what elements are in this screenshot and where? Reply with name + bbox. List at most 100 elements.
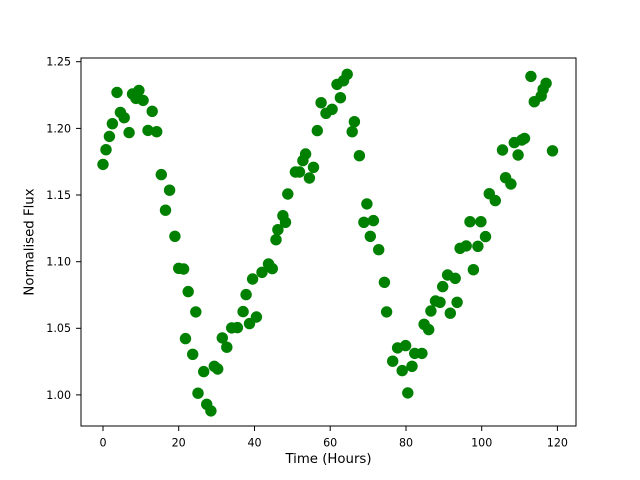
data-point [270,234,282,246]
data-point [451,296,463,308]
data-point [406,360,418,372]
data-point [373,244,385,256]
data-point [282,188,294,200]
data-point [464,216,476,228]
data-point [423,323,435,336]
data-point [444,307,456,319]
y-tick-label: 1.10 [46,256,71,269]
data-point [437,280,449,293]
data-point [187,348,199,360]
data-point [396,364,408,377]
data-point [216,332,228,344]
data-point [512,149,524,161]
data-point [198,365,210,378]
y-tick-label: 1.20 [46,122,71,135]
data-point [246,273,259,285]
data-point [546,145,559,157]
data-point [256,266,268,278]
data-point [182,285,194,298]
data-point [237,305,249,318]
data-point [146,105,158,118]
y-axis-label: Normalised Flux [22,188,38,296]
data-point [449,272,461,284]
x-tick-label: 120 [547,437,568,450]
data-point [169,230,181,242]
x-tick-label: 100 [471,437,492,450]
data-point [489,194,501,207]
x-tick-label: 20 [172,437,186,450]
data-point [137,94,149,107]
data-point [279,216,292,228]
data-point [346,126,358,138]
data-point [155,168,167,181]
data-point [123,126,135,139]
data-point [240,288,252,301]
data-point [387,355,399,367]
data-point [361,198,373,210]
data-point [399,339,412,352]
x-tick-label: 80 [399,437,413,450]
data-point [212,363,224,375]
data-point [334,92,347,104]
data-point [353,150,366,162]
data-point [525,70,537,83]
plot-border [80,57,577,427]
data-point [467,264,480,276]
data-point [518,132,531,145]
data-point [97,158,109,171]
x-tick-label: 60 [323,437,337,450]
data-point [103,130,116,143]
x-tick-label: 40 [247,437,261,450]
y-tick-label: 1.15 [46,189,71,202]
data-point [266,262,278,275]
data-point [250,311,263,323]
y-tick-label: 1.25 [46,56,71,69]
data-point [434,296,446,308]
data-point [163,184,176,196]
data-point [205,405,217,417]
data-point [364,230,376,242]
y-tick-label: 1.00 [46,389,71,402]
data-point [326,103,338,116]
data-point [221,341,233,353]
data-point [311,124,323,137]
data-point [151,126,163,138]
data-point [348,116,361,128]
data-point [106,118,119,130]
data-point [505,178,517,190]
data-point [341,68,353,81]
data-point [303,172,316,184]
data-point [142,124,154,137]
data-point [367,214,380,227]
data-point [380,306,393,318]
data-point [307,161,320,173]
data-point [315,97,327,109]
data-point [231,321,244,334]
data-point [100,144,112,156]
data-point [293,166,306,178]
data-point [472,240,484,252]
data-point [540,77,552,90]
y-tick-label: 1.05 [46,322,71,335]
data-point [460,240,472,252]
data-point [378,276,391,288]
x-axis-label: Time (Hours) [285,452,372,467]
data-point [118,112,130,124]
data-point [179,332,192,345]
data-point [111,86,123,99]
data-point [299,148,312,160]
data-point [272,224,284,236]
data-point [192,387,204,399]
x-tick-label: 0 [99,437,106,450]
data-point [402,387,414,399]
data-point [358,216,370,228]
data-point [496,144,509,156]
data-point [475,216,487,228]
data-point [177,263,190,275]
data-point [425,305,437,317]
data-point [479,230,492,243]
data-point [190,306,202,318]
data-point [159,204,172,216]
